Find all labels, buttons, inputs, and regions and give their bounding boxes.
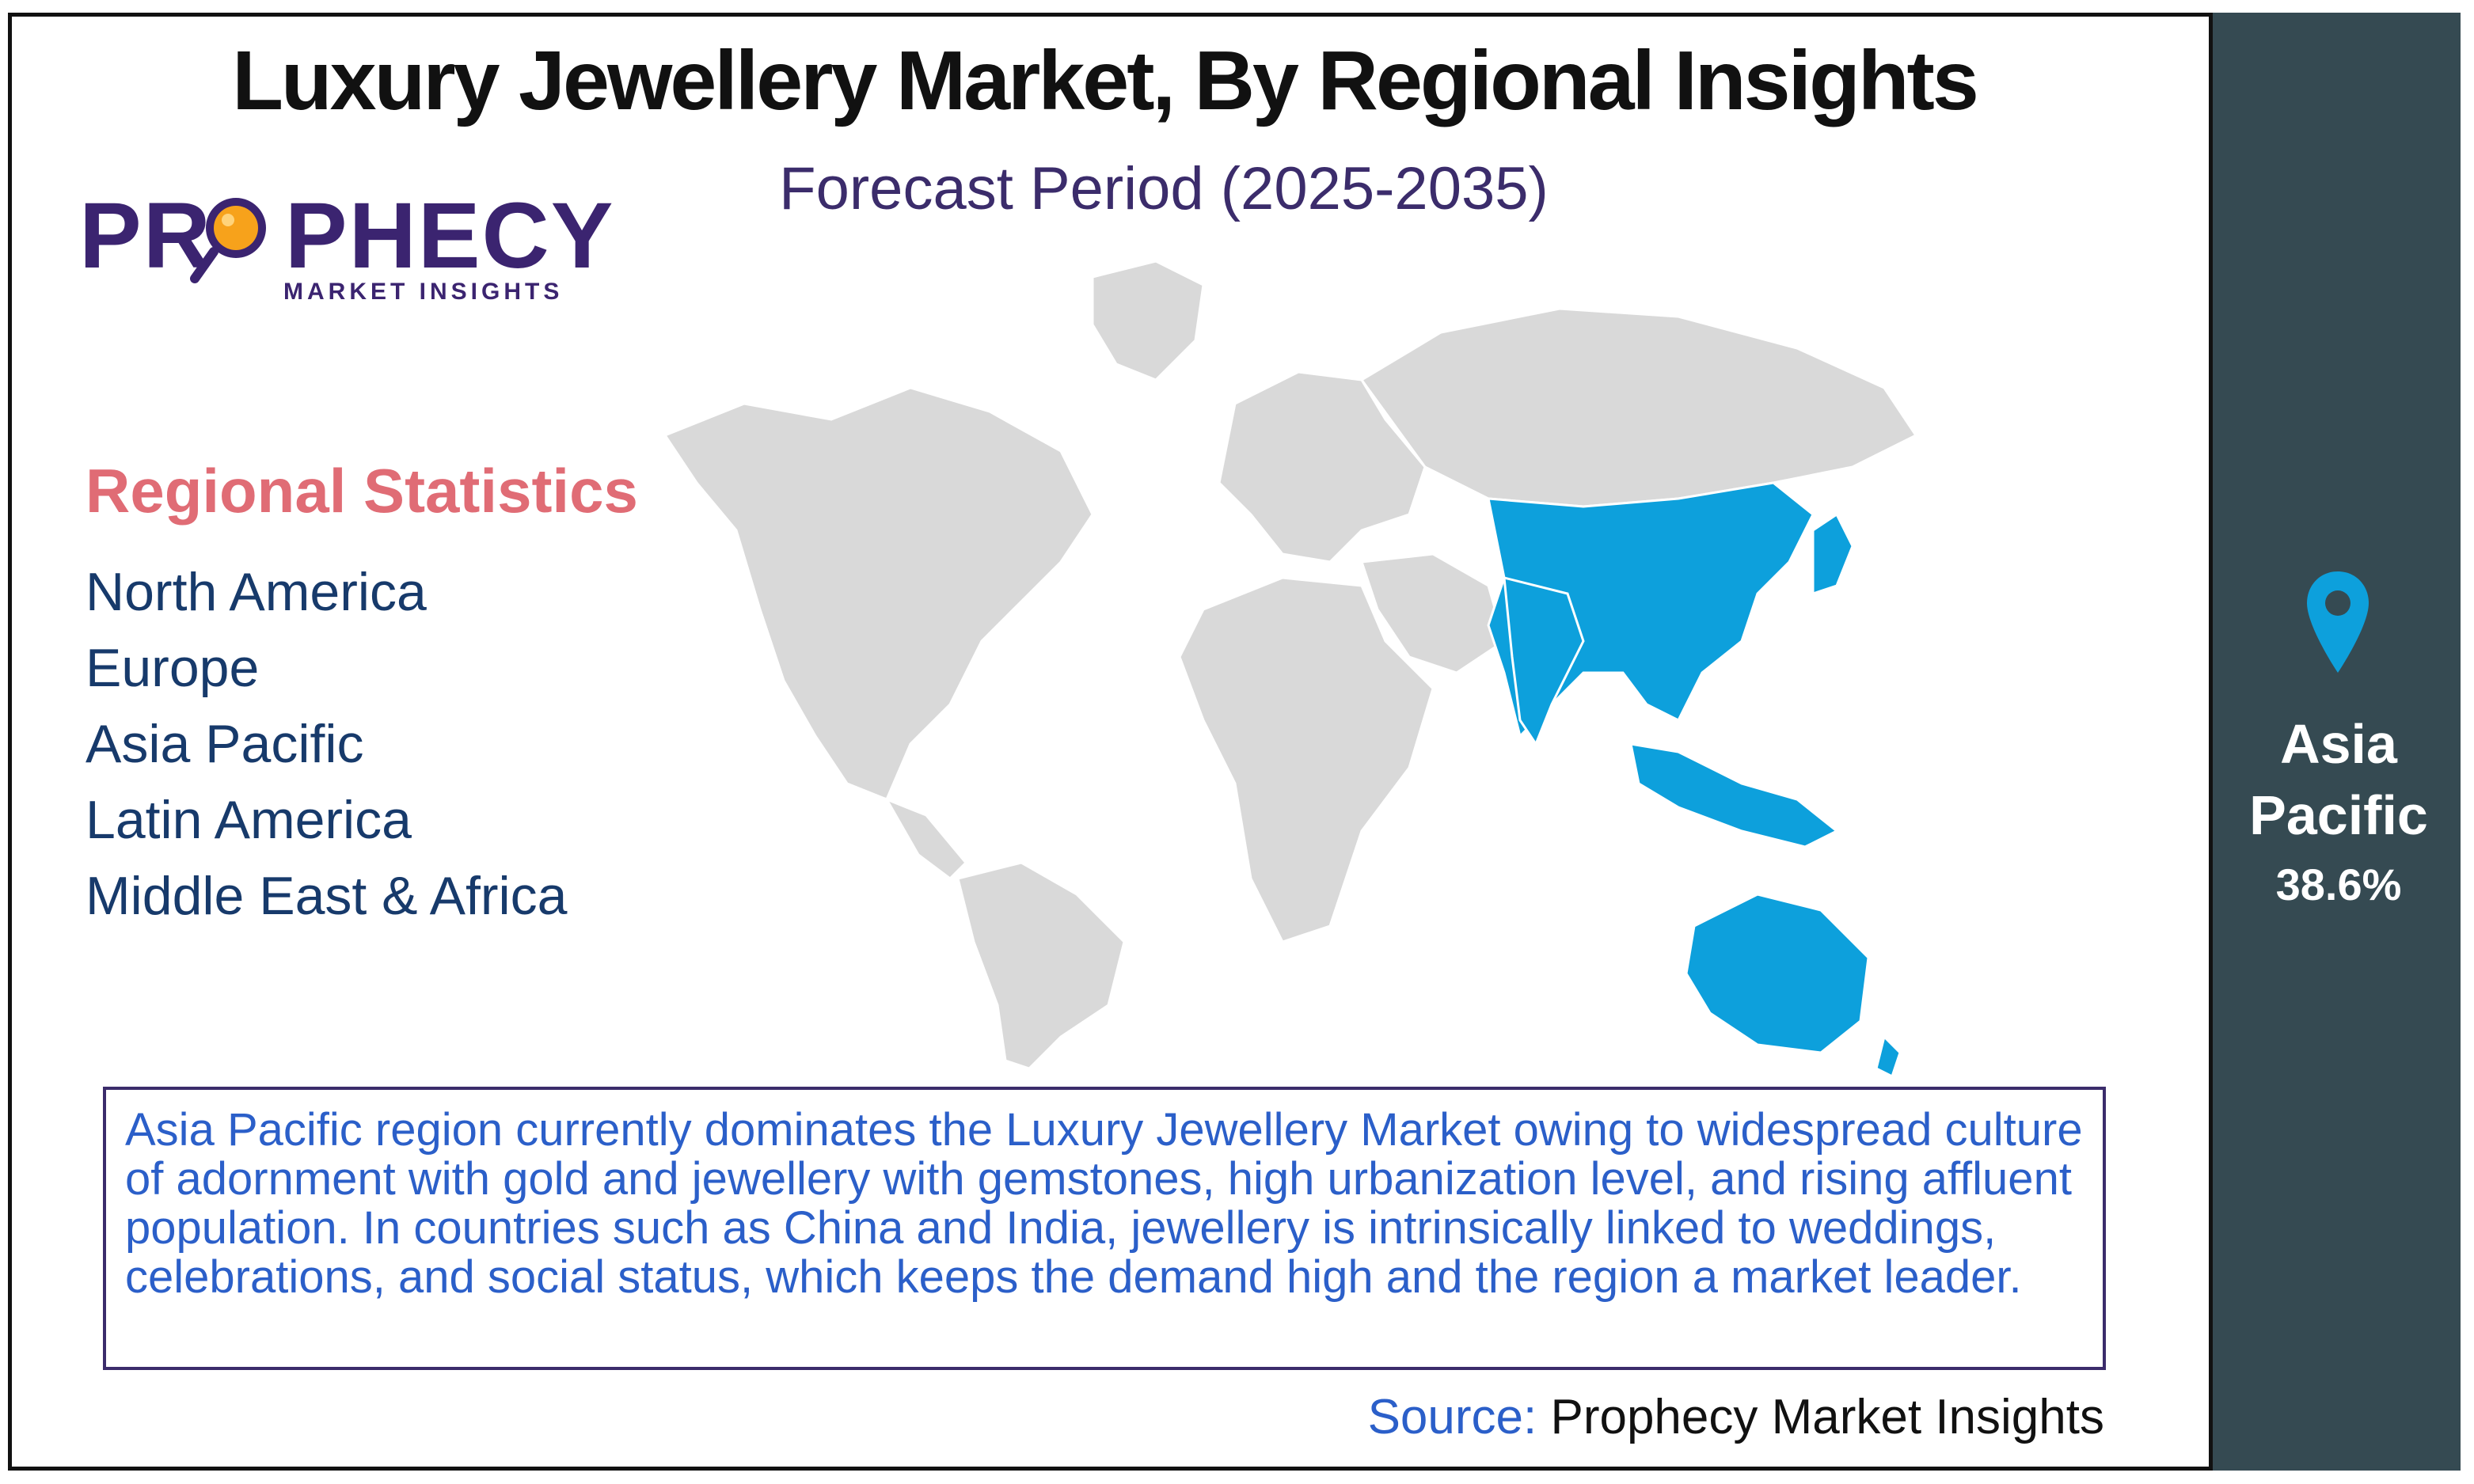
map-new-zealand [1875,1034,1902,1079]
page-subtitle: Forecast Period (2025-2035) [779,155,1549,222]
map-australia [1685,893,1870,1054]
description-text: Asia Pacific region currently dominates … [125,1104,2083,1303]
regional-stats-list: North America Europe Asia Pacific Latin … [86,554,567,934]
magnifier-icon [190,198,266,283]
map-russia [1359,307,1918,508]
highlight-region-share: 38.6% [2275,860,2402,909]
source-line: Source: Prophecy Market Insights [1368,1389,2104,1445]
map-europe [1218,370,1427,564]
map-southeast-asia-islands [1629,742,1839,848]
logo-tagline: MARKET INSIGHTS [283,279,564,305]
region-item-middle-east-africa: Middle East & Africa [86,866,568,926]
logo-wordmark: PR PHECY [79,184,615,288]
side-panel [2209,13,2461,1471]
source-label: Source: [1367,1390,1537,1444]
map-asia-pacific-mainland [1487,481,1815,738]
region-item-asia-pacific: Asia Pacific [86,714,364,774]
region-item-north-america: North America [86,562,427,622]
map-africa [1178,576,1435,943]
map-middle-east [1359,552,1506,674]
map-japan [1811,512,1854,596]
map-india [1503,576,1585,747]
world-map [663,260,1918,1079]
map-central-america [884,797,968,880]
source-value: Prophecy Market Insights [1550,1390,2104,1444]
regional-stats-heading: Regional Statistics [86,456,638,526]
region-item-latin-america: Latin America [86,790,412,850]
page-title: Luxury Jewellery Market, By Regional Ins… [232,34,1979,127]
map-south-america [956,861,1126,1070]
map-greenland [1091,260,1205,381]
description-box: Asia Pacific region currently dominates … [103,1087,2106,1370]
logo: PR PHECY MARKET INSIGHTS [79,182,618,309]
location-pin-icon [2307,571,2369,673]
highlight-region-name: Asia Pacific [2249,713,2428,846]
map-north-america [663,386,1094,801]
region-item-europe: Europe [86,638,260,698]
